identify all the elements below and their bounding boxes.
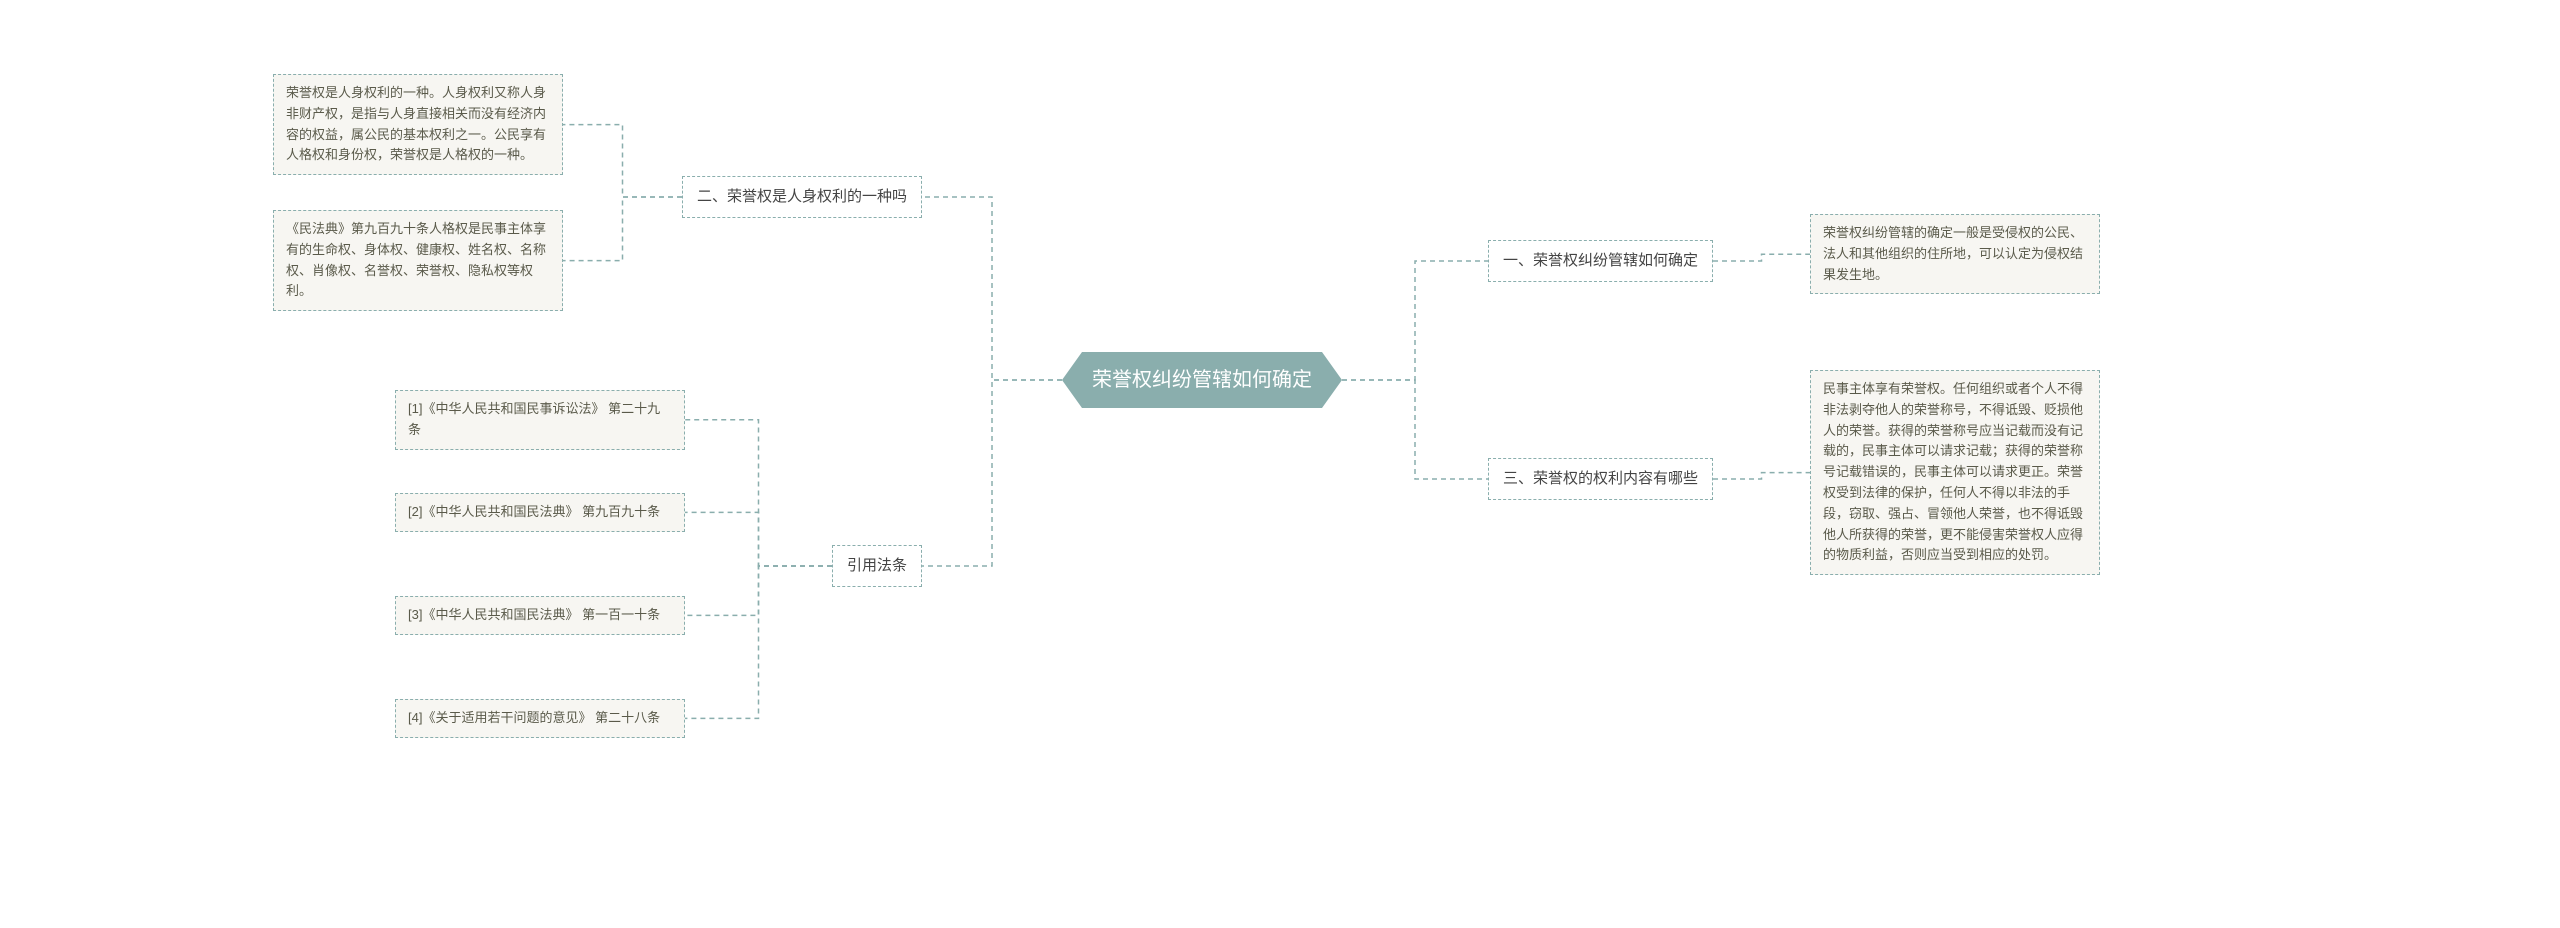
leaf-l2-0: 荣誉权是人身权利的一种。人身权利又称人身非财产权，是指与人身直接相关而没有经济内… bbox=[273, 74, 563, 175]
leaf-lref-0: [1]《中华人民共和国民事诉讼法》 第二十九条 bbox=[395, 390, 685, 450]
branch-r3: 三、荣誉权的权利内容有哪些 bbox=[1488, 458, 1713, 500]
leaf-r1-0: 荣誉权纠纷管辖的确定一般是受侵权的公民、法人和其他组织的住所地，可以认定为侵权结… bbox=[1810, 214, 2100, 294]
leaf-lref-1: [2]《中华人民共和国民法典》 第九百九十条 bbox=[395, 493, 685, 532]
leaf-lref-3: [4]《关于适用若干问题的意见》 第二十八条 bbox=[395, 699, 685, 738]
leaf-lref-2: [3]《中华人民共和国民法典》 第一百一十条 bbox=[395, 596, 685, 635]
root-node: 荣誉权纠纷管辖如何确定 bbox=[1062, 352, 1342, 408]
branch-l2: 二、荣誉权是人身权利的一种吗 bbox=[682, 176, 922, 218]
leaf-r3-0: 民事主体享有荣誉权。任何组织或者个人不得非法剥夺他人的荣誉称号，不得诋毁、贬损他… bbox=[1810, 370, 2100, 575]
branch-lref: 引用法条 bbox=[832, 545, 922, 587]
branch-r1: 一、荣誉权纠纷管辖如何确定 bbox=[1488, 240, 1713, 282]
leaf-l2-1: 《民法典》第九百九十条人格权是民事主体享有的生命权、身体权、健康权、姓名权、名称… bbox=[273, 210, 563, 311]
